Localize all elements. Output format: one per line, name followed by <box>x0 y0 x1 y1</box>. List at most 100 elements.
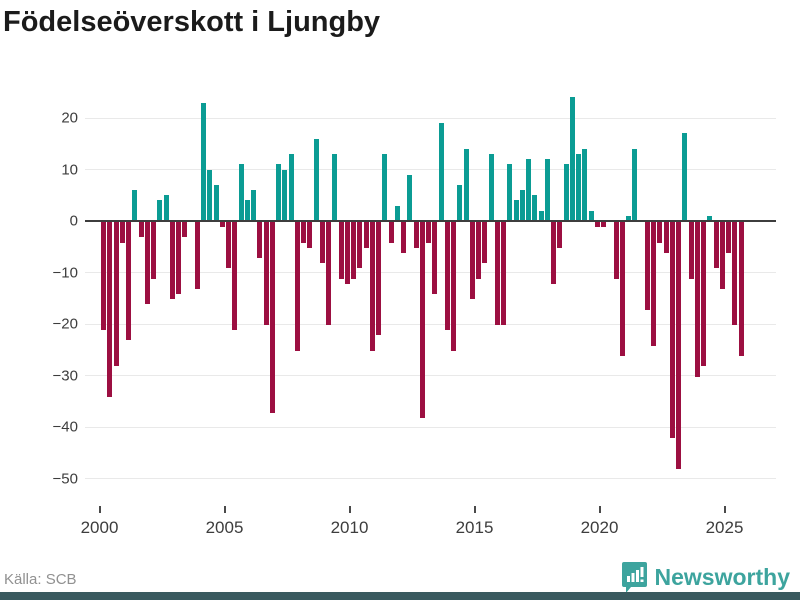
bar-2015Q2[interactable] <box>482 222 488 264</box>
bar-2005Q3[interactable] <box>238 164 244 221</box>
bar-2010Q2[interactable] <box>357 222 363 269</box>
bar-2004Q1[interactable] <box>201 102 207 221</box>
bar-2013Q2[interactable] <box>432 222 438 295</box>
bar-2023Q2[interactable] <box>682 133 688 221</box>
bar-2012Q3[interactable] <box>413 222 419 248</box>
bar-2014Q3[interactable] <box>463 148 469 221</box>
bar-2016Q3[interactable] <box>513 200 519 221</box>
bar-2017Q4[interactable] <box>544 159 550 221</box>
bar-2021Q1[interactable] <box>626 215 632 221</box>
bar-2017Q2[interactable] <box>532 195 538 221</box>
bar-2006Q4[interactable] <box>269 222 275 413</box>
bar-2024Q4[interactable] <box>719 222 725 289</box>
bar-2012Q1[interactable] <box>401 222 407 253</box>
bar-2006Q3[interactable] <box>263 222 269 325</box>
bar-2007Q2[interactable] <box>282 169 288 221</box>
bar-2004Q2[interactable] <box>207 169 213 221</box>
bar-2010Q4[interactable] <box>369 222 375 351</box>
bar-2015Q1[interactable] <box>476 222 482 279</box>
bar-2009Q1[interactable] <box>326 222 332 325</box>
bar-2007Q1[interactable] <box>276 164 282 221</box>
bar-2005Q4[interactable] <box>244 200 250 221</box>
bar-2023Q3[interactable] <box>688 222 694 279</box>
bar-2013Q4[interactable] <box>444 222 450 331</box>
bar-2025Q2[interactable] <box>732 222 738 325</box>
bar-2010Q3[interactable] <box>363 222 369 248</box>
newsworthy-brand[interactable]: Newsworthy <box>621 560 790 594</box>
bar-2013Q1[interactable] <box>426 222 432 243</box>
bar-2013Q3[interactable] <box>438 123 444 221</box>
bar-2002Q2[interactable] <box>157 200 163 221</box>
bar-2011Q3[interactable] <box>388 222 394 243</box>
bar-2011Q1[interactable] <box>376 222 382 336</box>
bar-2008Q1[interactable] <box>301 222 307 243</box>
bar-2016Q1[interactable] <box>501 222 507 325</box>
bar-2016Q2[interactable] <box>507 164 513 221</box>
bar-2015Q3[interactable] <box>488 154 494 221</box>
bar-2002Q1[interactable] <box>151 222 157 279</box>
bar-2019Q1[interactable] <box>576 154 582 221</box>
bar-2006Q2[interactable] <box>257 222 263 259</box>
bar-2024Q3[interactable] <box>713 222 719 269</box>
bar-2001Q3[interactable] <box>138 222 144 238</box>
bar-2011Q2[interactable] <box>382 154 388 221</box>
bar-2005Q1[interactable] <box>226 222 232 269</box>
bar-2000Q3[interactable] <box>113 222 119 367</box>
bar-2003Q1[interactable] <box>176 222 182 295</box>
bar-2005Q2[interactable] <box>232 222 238 331</box>
bar-2000Q1[interactable] <box>101 222 107 331</box>
bar-2016Q4[interactable] <box>519 190 525 221</box>
bar-2014Q2[interactable] <box>457 184 463 221</box>
bar-2003Q4[interactable] <box>194 222 200 289</box>
bar-2022Q4[interactable] <box>669 222 675 439</box>
bar-2021Q4[interactable] <box>644 222 650 310</box>
bar-2009Q2[interactable] <box>332 154 338 221</box>
bar-2024Q2[interactable] <box>707 215 713 221</box>
bar-2018Q3[interactable] <box>563 164 569 221</box>
bar-2011Q4[interactable] <box>394 205 400 221</box>
bar-2012Q2[interactable] <box>407 174 413 221</box>
bar-2018Q4[interactable] <box>569 97 575 221</box>
bar-2017Q1[interactable] <box>526 159 532 221</box>
bar-2001Q4[interactable] <box>144 222 150 305</box>
bar-2020Q3[interactable] <box>613 222 619 279</box>
bar-2022Q3[interactable] <box>663 222 669 253</box>
bar-2009Q3[interactable] <box>338 222 344 279</box>
bar-2025Q1[interactable] <box>726 222 732 253</box>
bar-2004Q3[interactable] <box>213 184 219 221</box>
bar-2022Q2[interactable] <box>657 222 663 243</box>
bar-2002Q4[interactable] <box>169 222 175 300</box>
bar-2001Q2[interactable] <box>132 190 138 221</box>
bar-2019Q3[interactable] <box>588 210 594 221</box>
bar-2008Q2[interactable] <box>307 222 313 248</box>
bar-2023Q1[interactable] <box>676 222 682 470</box>
bar-2003Q2[interactable] <box>182 222 188 238</box>
bar-2004Q4[interactable] <box>219 222 225 228</box>
bar-2009Q4[interactable] <box>344 222 350 284</box>
bar-2024Q1[interactable] <box>701 222 707 367</box>
bar-2014Q1[interactable] <box>451 222 457 351</box>
bar-2015Q4[interactable] <box>494 222 500 325</box>
bar-2017Q3[interactable] <box>538 210 544 221</box>
bar-2021Q2[interactable] <box>632 148 638 221</box>
bar-2000Q4[interactable] <box>119 222 125 243</box>
bar-2014Q4[interactable] <box>469 222 475 300</box>
bar-2019Q4[interactable] <box>594 222 600 228</box>
bar-2025Q3[interactable] <box>738 222 744 356</box>
bar-2012Q4[interactable] <box>419 222 425 418</box>
bar-2007Q3[interactable] <box>288 154 294 221</box>
bar-2001Q1[interactable] <box>126 222 132 341</box>
bar-2006Q1[interactable] <box>251 190 257 221</box>
bar-2002Q3[interactable] <box>163 195 169 221</box>
bar-2018Q1[interactable] <box>551 222 557 284</box>
bar-2023Q4[interactable] <box>694 222 700 377</box>
bar-2007Q4[interactable] <box>294 222 300 351</box>
bar-2000Q2[interactable] <box>107 222 113 398</box>
bar-2019Q2[interactable] <box>582 148 588 221</box>
bar-2008Q3[interactable] <box>313 138 319 221</box>
bar-2010Q1[interactable] <box>351 222 357 279</box>
bar-2018Q2[interactable] <box>557 222 563 248</box>
bar-2020Q1[interactable] <box>601 222 607 228</box>
bar-2020Q4[interactable] <box>619 222 625 356</box>
bar-2022Q1[interactable] <box>651 222 657 346</box>
